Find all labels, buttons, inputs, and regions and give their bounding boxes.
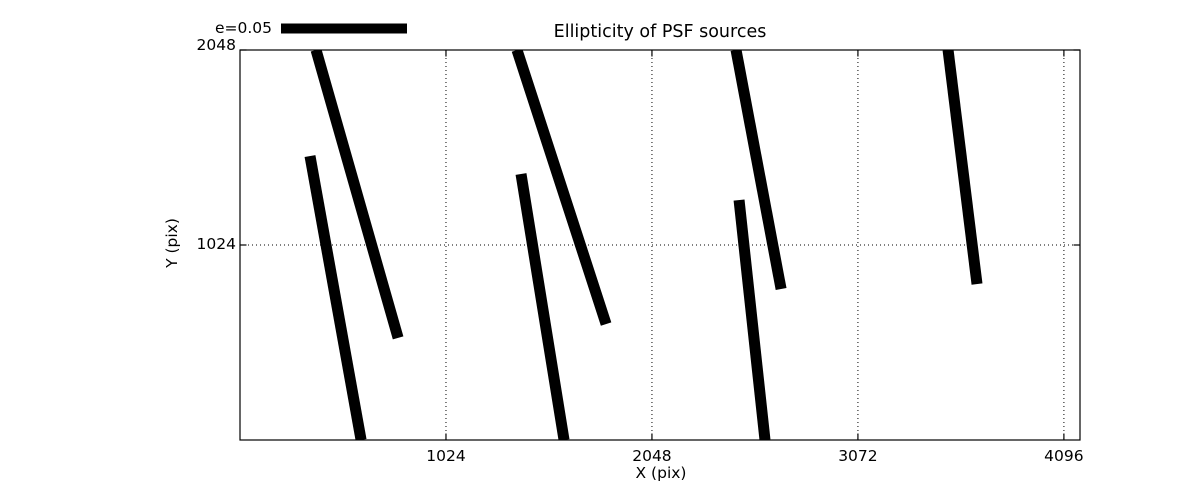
whisker-layer	[304, 50, 983, 440]
y-tick-label: 2048	[196, 36, 236, 54]
legend-label: e=0.05	[214, 19, 272, 37]
y-axis-label: Y (pix)	[163, 218, 181, 268]
x-tick-label: 2048	[632, 447, 672, 465]
x-tick-label: 1024	[426, 447, 466, 465]
x-tick-label: 4096	[1044, 447, 1084, 465]
ellipticity-whisker	[942, 50, 983, 285]
ellipticity-whisker	[511, 50, 612, 326]
ellipticity-whisker	[733, 199, 771, 440]
x-axis-label: X (pix)	[635, 464, 687, 482]
ellipticity-whisker	[304, 155, 367, 440]
x-tick-label: 3072	[838, 447, 878, 465]
chart-title: Ellipticity of PSF sources	[553, 22, 767, 42]
ellipticity-whisker	[310, 50, 404, 340]
y-tick-label: 1024	[196, 235, 236, 253]
ellipticity-whisker	[730, 50, 787, 291]
ellipticity-whisker	[515, 173, 570, 440]
axes-frame	[239, 49, 1081, 441]
